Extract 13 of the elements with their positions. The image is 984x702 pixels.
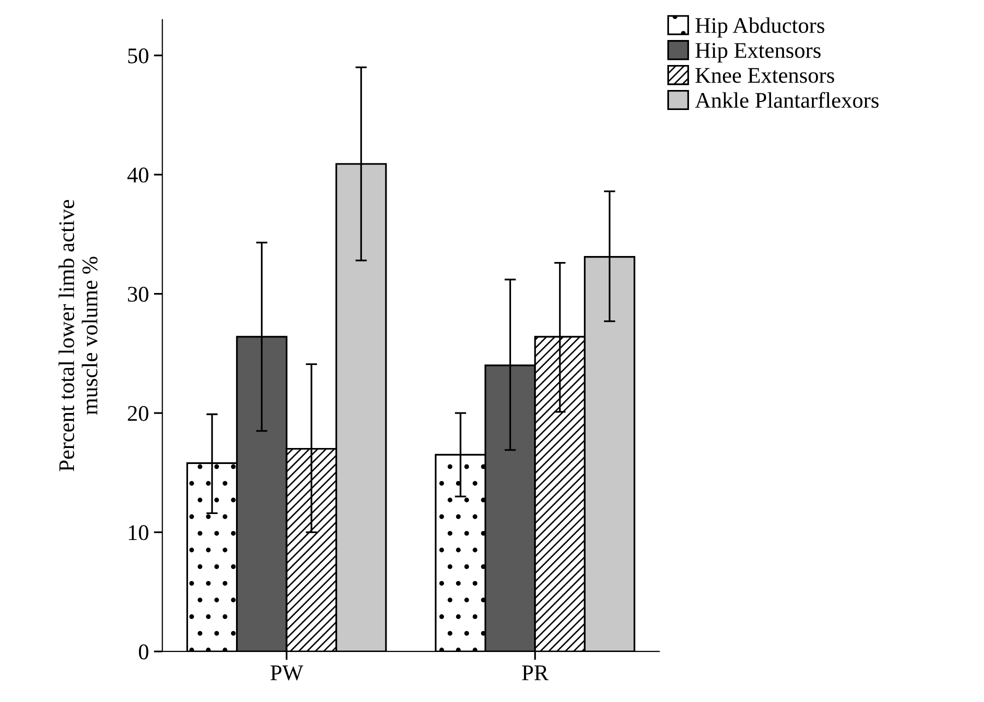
y-tick-label: 20 xyxy=(128,406,148,421)
y-tick-label: 0 xyxy=(138,644,148,660)
legend-label: Hip Abductors xyxy=(695,17,824,38)
y-tick-label: 10 xyxy=(128,525,148,540)
legend-label: Hip Extensors xyxy=(695,43,821,62)
x-tick-label: PR xyxy=(522,666,549,680)
legend-label: Knee Extensors xyxy=(695,68,834,83)
legend-label: Ankle Plantarflexors xyxy=(695,92,879,108)
x-tick-label: PW xyxy=(270,666,304,680)
y-tick-label: 50 xyxy=(128,48,148,64)
y-axis-title: Percent total lower limb active muscle volume % xyxy=(58,200,98,472)
y-tick-label: 30 xyxy=(128,286,148,302)
y-tick-label: 40 xyxy=(127,168,148,183)
